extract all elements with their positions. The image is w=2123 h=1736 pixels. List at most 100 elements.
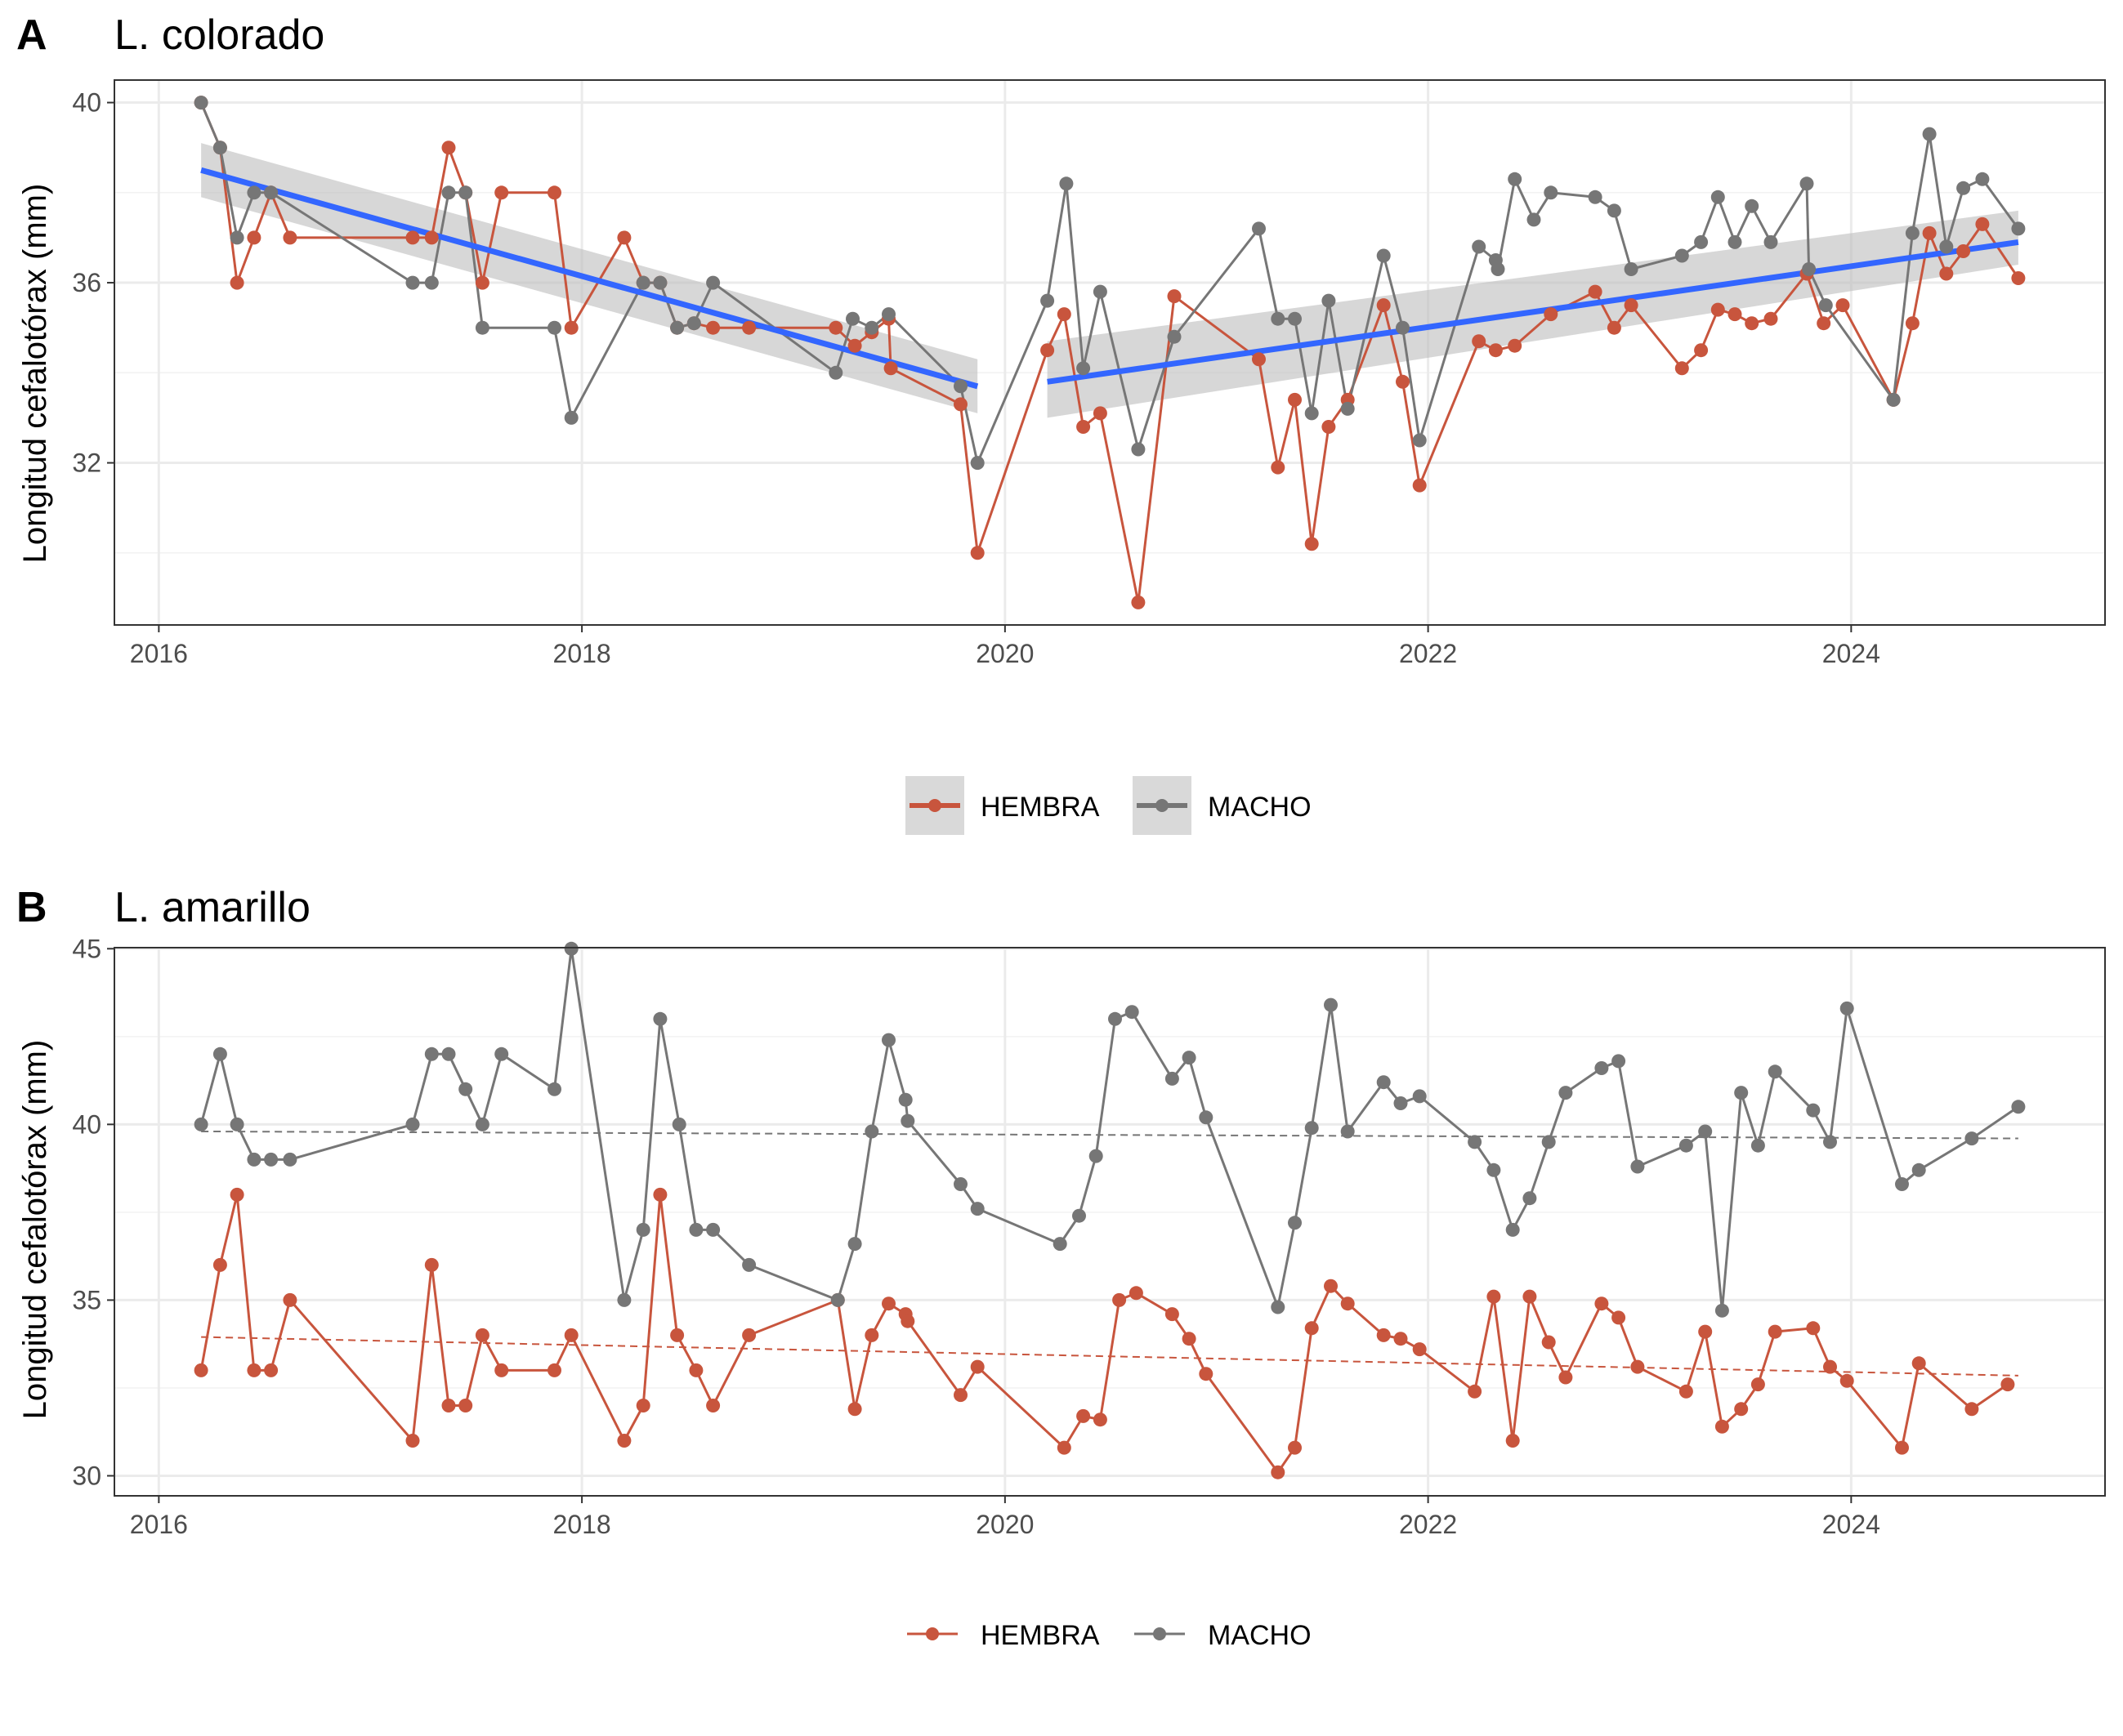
panel-b-x-tick-label: 2022 xyxy=(1399,1510,1457,1539)
panel-a-point-macho xyxy=(1340,401,1355,416)
panel-a-point-macho xyxy=(1491,262,1505,276)
panel-a-point-hembra xyxy=(1288,392,1302,407)
panel-a-point-hembra xyxy=(847,338,862,353)
panel-b-point-hembra xyxy=(564,1328,579,1342)
panel-b-trend-dashed-macho xyxy=(201,1130,2018,1140)
panel-b-point-macho xyxy=(1088,1149,1103,1163)
panel-b-point-hembra xyxy=(1558,1370,1573,1385)
panel-a-point-hembra xyxy=(1167,289,1182,304)
panel-b-y-tick-label: 40 xyxy=(72,1109,101,1139)
panel-b-point-macho xyxy=(247,1152,261,1167)
panel-b-point-hembra xyxy=(1505,1434,1520,1448)
panel-b-point-hembra xyxy=(283,1292,297,1307)
panel-b-point-macho xyxy=(882,1033,896,1047)
panel-b-point-macho xyxy=(706,1222,721,1237)
panel-a-point-macho xyxy=(1588,190,1602,204)
panel-a-point-hembra xyxy=(283,230,297,245)
panel-b-point-macho xyxy=(230,1117,244,1131)
panel-a-point-hembra xyxy=(424,230,439,245)
panel-a-point-hembra xyxy=(1271,460,1285,475)
panel-a-point-macho xyxy=(1412,433,1427,448)
panel-b-point-macho xyxy=(1124,1005,1139,1020)
panel-a-point-hembra xyxy=(1396,374,1410,389)
panel-b-point-macho xyxy=(1522,1191,1537,1206)
panel-b-point-macho xyxy=(212,1047,227,1061)
panel-b-y-tick-label: 30 xyxy=(72,1461,101,1490)
panel-b-point-hembra xyxy=(1182,1332,1196,1346)
panel-b-point-macho xyxy=(689,1222,704,1237)
panel-a-point-hembra xyxy=(405,230,420,245)
panel-a-point-macho xyxy=(1710,190,1725,204)
panel-a-point-macho xyxy=(970,456,985,471)
panel-a-point-hembra xyxy=(1975,216,1990,231)
panel-a-point-macho xyxy=(1886,392,1901,407)
panel-b-point-macho xyxy=(1768,1064,1782,1079)
panel-b-title: L. amarillo xyxy=(114,884,311,931)
legend-b-hembra-label: HEMBRA xyxy=(981,1620,1100,1651)
panel-a-point-macho xyxy=(1905,225,1920,240)
panel-b-point-hembra xyxy=(1750,1377,1765,1392)
panel-b-point-hembra xyxy=(1895,1440,1909,1455)
panel-a-point-macho xyxy=(458,185,473,200)
panel-a-point-hembra xyxy=(1624,298,1638,313)
panel-a-point-hembra xyxy=(1727,307,1742,322)
panel-a-x-tick-label: 2020 xyxy=(976,639,1034,668)
panel-b-point-macho xyxy=(617,1292,632,1307)
panel-b-point-hembra xyxy=(441,1399,456,1412)
panel-b-point-macho xyxy=(1839,1001,1854,1015)
panel-b-point-hembra xyxy=(1734,1402,1749,1417)
panel-b-point-hembra xyxy=(1964,1402,1979,1417)
panel-b-point-hembra xyxy=(1288,1440,1302,1455)
panel-a-point-hembra xyxy=(617,230,632,245)
panel-a-point-macho xyxy=(1376,248,1391,263)
panel-b-point-macho xyxy=(1594,1061,1609,1075)
panel-a: A L. colorado Longitud cefalotórax (mm) … xyxy=(16,11,2106,835)
panel-a-point-hembra xyxy=(1304,537,1319,551)
panel-b-point-macho xyxy=(901,1113,915,1128)
panel-b-point-macho xyxy=(1182,1051,1196,1065)
panel-b-point-macho xyxy=(475,1117,489,1131)
panel-b-point-hembra xyxy=(212,1257,227,1272)
panel-a-point-macho xyxy=(194,96,208,110)
panel-b-point-hembra xyxy=(1324,1279,1338,1293)
panel-b-point-hembra xyxy=(1486,1289,1501,1304)
panel-a-point-hembra xyxy=(1588,284,1602,299)
panel-b-point-macho xyxy=(1678,1138,1693,1153)
panel-b-plot: 2016 2018 2020 2022 2024 30 35 40 45 xyxy=(72,934,2106,1539)
panel-a-point-macho xyxy=(405,275,420,290)
panel-a-point-macho xyxy=(1727,234,1742,249)
panel-b-point-macho xyxy=(1630,1159,1645,1174)
panel-a-point-macho xyxy=(846,311,860,326)
panel-a-x-tick-label: 2016 xyxy=(130,639,188,668)
panel-b-point-macho xyxy=(636,1222,650,1237)
panel-b-point-hembra xyxy=(1714,1419,1729,1434)
panel-b-point-hembra xyxy=(636,1399,650,1412)
panel-b-point-macho xyxy=(1486,1163,1501,1177)
panel-b-x-tick-label: 2016 xyxy=(130,1510,188,1539)
panel-b-point-hembra xyxy=(475,1328,489,1342)
panel-a-point-hembra xyxy=(1939,266,1954,281)
panel-a-point-hembra xyxy=(970,546,985,560)
panel-b-point-macho xyxy=(1734,1086,1749,1100)
panel-a-point-macho xyxy=(670,320,685,335)
panel-b-point-hembra xyxy=(970,1359,985,1374)
panel-a-plot: 2016 2018 2020 2022 2024 32 36 40 xyxy=(72,79,2106,668)
panel-a-x-tick-label: 2018 xyxy=(553,639,611,668)
panel-b-point-macho xyxy=(564,941,579,956)
panel-a-plot-border xyxy=(114,79,2106,626)
panel-b-point-hembra xyxy=(1698,1324,1713,1339)
panel-a-point-macho xyxy=(1975,172,1990,186)
panel-b-point-hembra xyxy=(1129,1286,1143,1301)
panel-a-point-macho xyxy=(1131,442,1146,457)
panel-a-point-macho xyxy=(653,275,668,290)
panel-b-point-hembra xyxy=(847,1402,862,1417)
panel-a-point-macho xyxy=(441,185,456,200)
panel-b-point-hembra xyxy=(1806,1321,1821,1336)
legend-b-macho-key-dot xyxy=(1153,1627,1166,1640)
panel-b-point-hembra xyxy=(548,1363,561,1377)
panel-a-point-macho xyxy=(1167,329,1182,344)
panel-b-plot-background xyxy=(114,948,2105,1496)
panel-b-point-macho xyxy=(954,1177,968,1191)
panel-a-point-hembra xyxy=(1508,338,1522,353)
panel-b-point-hembra xyxy=(194,1363,208,1377)
